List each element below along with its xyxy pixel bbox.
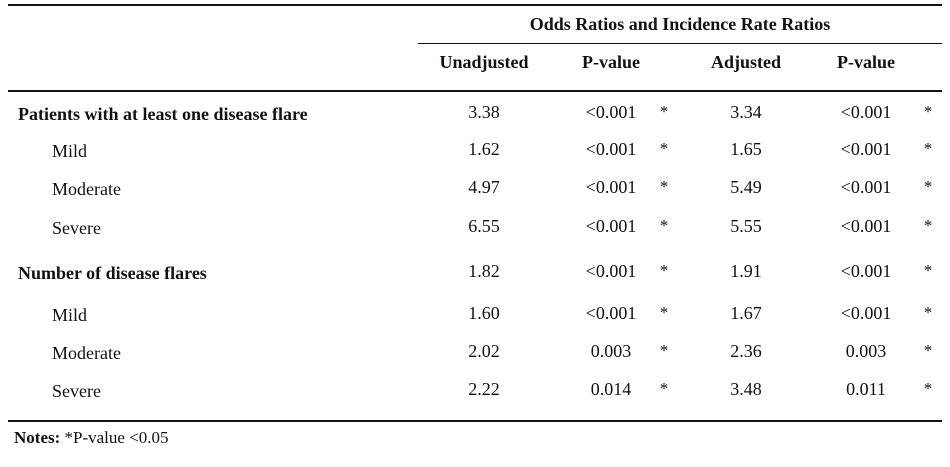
cell-p-value-1: <0.001 — [585, 139, 637, 159]
row-label: Severe — [52, 218, 101, 238]
notes-label: Notes: — [14, 428, 61, 447]
cell-adjusted: 3.48 — [730, 379, 762, 399]
row-label: Moderate — [52, 343, 121, 363]
significance-star-1: * — [659, 102, 669, 121]
table-bottom-rule — [8, 420, 942, 422]
table-row: Moderate 2.02 0.003 2.36 0.003 * * — [0, 335, 950, 371]
cell-p-value-1: <0.001 — [585, 216, 637, 236]
cell-adjusted: 5.49 — [730, 177, 762, 197]
significance-star-1: * — [659, 261, 669, 280]
cell-adjusted: 3.34 — [730, 102, 762, 122]
header-rule — [8, 90, 942, 92]
cell-unadjusted: 4.97 — [468, 177, 500, 197]
cell-p-value-2: 0.003 — [845, 341, 887, 361]
cell-adjusted: 5.55 — [730, 216, 762, 236]
column-header-p-value-1: P-value — [582, 52, 640, 72]
cell-p-value-2: <0.001 — [840, 177, 892, 197]
table-notes: Notes: *P-value <0.05 — [14, 428, 169, 448]
cell-p-value-1: <0.001 — [585, 177, 637, 197]
significance-star-1: * — [659, 341, 669, 360]
significance-star-2: * — [923, 261, 933, 280]
significance-star-1: * — [659, 177, 669, 196]
table-top-rule — [8, 4, 942, 6]
row-label: Moderate — [52, 179, 121, 199]
table-row: Moderate 4.97 <0.001 5.49 <0.001 * * — [0, 171, 950, 207]
cell-p-value-2: <0.001 — [840, 216, 892, 236]
row-label: Mild — [52, 305, 88, 325]
significance-star-1: * — [659, 379, 669, 398]
table-row: Mild 1.62 <0.001 1.65 <0.001 * * — [0, 133, 950, 169]
cell-adjusted: 1.67 — [730, 303, 762, 323]
row-label: Severe — [52, 381, 101, 401]
column-header-unadjusted: Unadjusted — [439, 52, 529, 72]
table-row: Number of disease flares 1.82 <0.001 1.91 <0… — [0, 255, 950, 291]
cell-unadjusted: 2.22 — [468, 379, 500, 399]
row-label: Mild — [52, 141, 88, 161]
significance-star-2: * — [923, 216, 933, 235]
significance-star-1: * — [659, 303, 669, 322]
cell-p-value-2: <0.001 — [840, 261, 892, 281]
cell-p-value-1: <0.001 — [585, 261, 637, 281]
cell-p-value-1: 0.003 — [590, 341, 632, 361]
group-header-rule — [418, 43, 942, 44]
cell-unadjusted: 1.62 — [468, 139, 500, 159]
cell-unadjusted: 3.38 — [468, 102, 500, 122]
cell-p-value-2: 0.011 — [846, 379, 886, 399]
significance-star-2: * — [923, 177, 933, 196]
significance-star-2: * — [923, 303, 933, 322]
cell-adjusted: 1.91 — [730, 261, 762, 281]
cell-unadjusted: 2.02 — [468, 341, 500, 361]
table-row: Severe 2.22 0.014 3.48 0.011 * * — [0, 373, 950, 409]
significance-star-2: * — [923, 379, 933, 398]
cell-p-value-1: <0.001 — [585, 303, 637, 323]
table-row: Severe 6.55 <0.001 5.55 <0.001 * * — [0, 210, 950, 246]
cell-p-value-2: <0.001 — [840, 139, 892, 159]
significance-star-2: * — [923, 139, 933, 158]
cell-p-value-1: 0.014 — [590, 379, 632, 399]
column-header-adjusted: Adjusted — [710, 52, 781, 72]
table-row: Mild 1.60 <0.001 1.67 <0.001 * * — [0, 297, 950, 333]
cell-unadjusted: 1.82 — [468, 261, 500, 281]
significance-star-2: * — [923, 341, 933, 360]
cell-adjusted: 2.36 — [730, 341, 762, 361]
cell-unadjusted: 6.55 — [468, 216, 500, 236]
significance-star-1: * — [659, 139, 669, 158]
notes-text: *P-value <0.05 — [60, 428, 169, 447]
significance-star-2: * — [923, 102, 933, 121]
cell-p-value-1: <0.001 — [585, 102, 637, 122]
row-group-label: Number of disease flares — [18, 263, 207, 283]
group-header: Odds Ratios and Incidence Rate Ratios — [529, 14, 831, 34]
cell-adjusted: 1.65 — [730, 139, 762, 159]
row-group-label: Patients with at least one disease flare — [18, 104, 308, 124]
cell-p-value-2: <0.001 — [840, 303, 892, 323]
table-row: Patients with at least one disease flare… — [0, 96, 950, 132]
significance-star-1: * — [659, 216, 669, 235]
column-header-p-value-2: P-value — [837, 52, 895, 72]
cell-unadjusted: 1.60 — [468, 303, 500, 323]
cell-p-value-2: <0.001 — [840, 102, 892, 122]
